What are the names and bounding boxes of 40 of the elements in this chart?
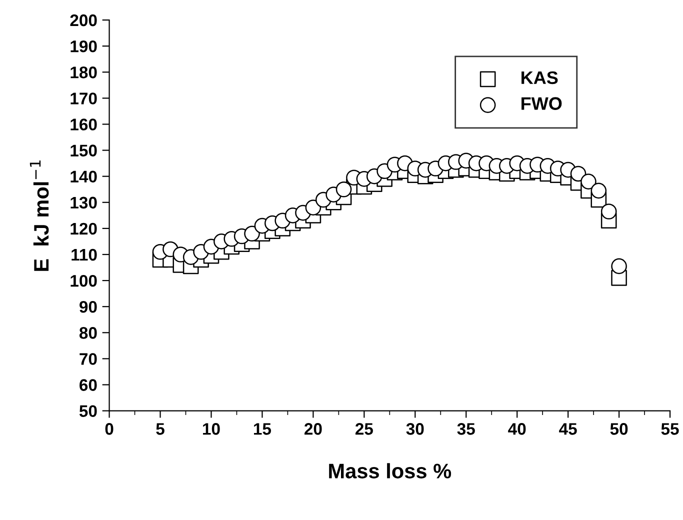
x-tick-label: 20 bbox=[304, 423, 322, 435]
y-tick-label: 150 bbox=[70, 144, 97, 156]
y-tick-label: 70 bbox=[80, 353, 97, 365]
x-tick-label: 35 bbox=[457, 423, 475, 435]
y-tick-label: 90 bbox=[80, 300, 97, 313]
x-tick-label: 25 bbox=[355, 423, 373, 435]
x-tick-label: 5 bbox=[156, 423, 164, 435]
x-tick-label: 50 bbox=[610, 423, 628, 435]
y-tick-label: 190 bbox=[70, 40, 97, 52]
y-tick-label: 180 bbox=[70, 66, 97, 78]
y-tick-label: 170 bbox=[70, 92, 97, 104]
point bbox=[600, 204, 617, 220]
y-tick-label: 110 bbox=[72, 248, 97, 261]
point bbox=[244, 226, 260, 242]
point bbox=[570, 166, 586, 182]
y-tick-label: 60 bbox=[80, 379, 97, 391]
y-tick-label: 50 bbox=[79, 405, 97, 418]
x-axis-title: Mass loss % bbox=[329, 463, 452, 478]
y-tick-label: 100 bbox=[70, 274, 97, 287]
x-tick-label: 45 bbox=[559, 423, 577, 435]
x-tick-label: 30 bbox=[406, 423, 424, 435]
y-tick-label: 200 bbox=[70, 14, 97, 26]
point bbox=[305, 200, 322, 216]
legend-label: FWO bbox=[522, 97, 562, 110]
y-tick-label: 80 bbox=[79, 327, 97, 339]
legend-label: KAS bbox=[522, 71, 558, 84]
y-tick-label: 160 bbox=[70, 118, 97, 130]
point bbox=[580, 174, 596, 190]
y-tick-label: 120 bbox=[70, 222, 97, 235]
x-tick-label: 10 bbox=[203, 423, 220, 435]
point bbox=[611, 258, 627, 274]
y-tick-label: 140 bbox=[70, 170, 97, 183]
x-tick-label: 15 bbox=[254, 423, 272, 435]
y-tick-label: 130 bbox=[70, 196, 97, 209]
point bbox=[590, 182, 607, 199]
x-tick-label: 0 bbox=[105, 423, 114, 435]
x-tick-label: 40 bbox=[508, 423, 526, 435]
point bbox=[336, 181, 352, 198]
y-axis-title: E kJ mol$^{−1}$ bbox=[30, 160, 49, 271]
x-tick-label: 55 bbox=[661, 423, 679, 435]
